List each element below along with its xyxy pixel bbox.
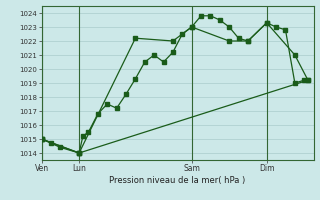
X-axis label: Pression niveau de la mer( hPa ): Pression niveau de la mer( hPa ) [109, 176, 246, 185]
